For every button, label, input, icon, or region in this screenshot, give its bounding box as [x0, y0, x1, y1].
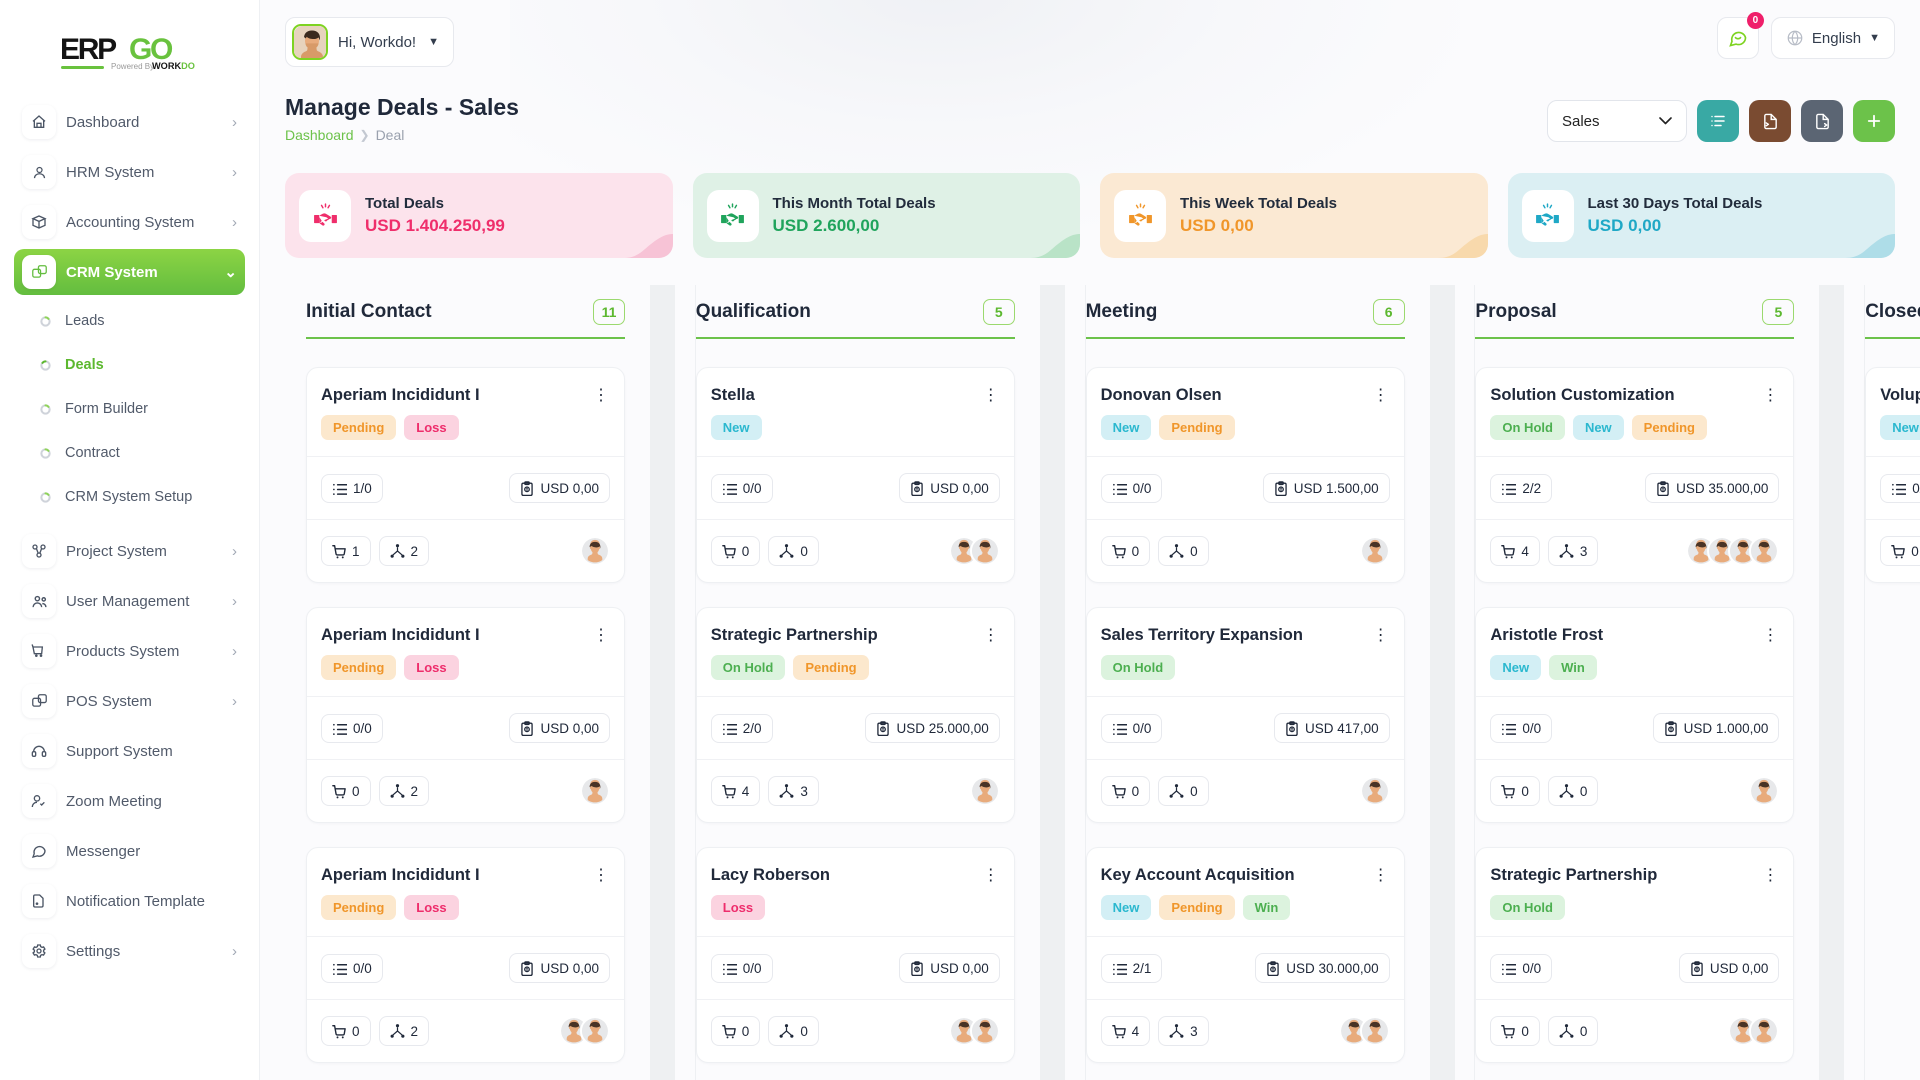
- svg-text:ERP: ERP: [60, 33, 116, 66]
- svg-text:WORKDO: WORKDO: [152, 61, 195, 71]
- svg-text:Powered By: Powered By: [111, 62, 154, 71]
